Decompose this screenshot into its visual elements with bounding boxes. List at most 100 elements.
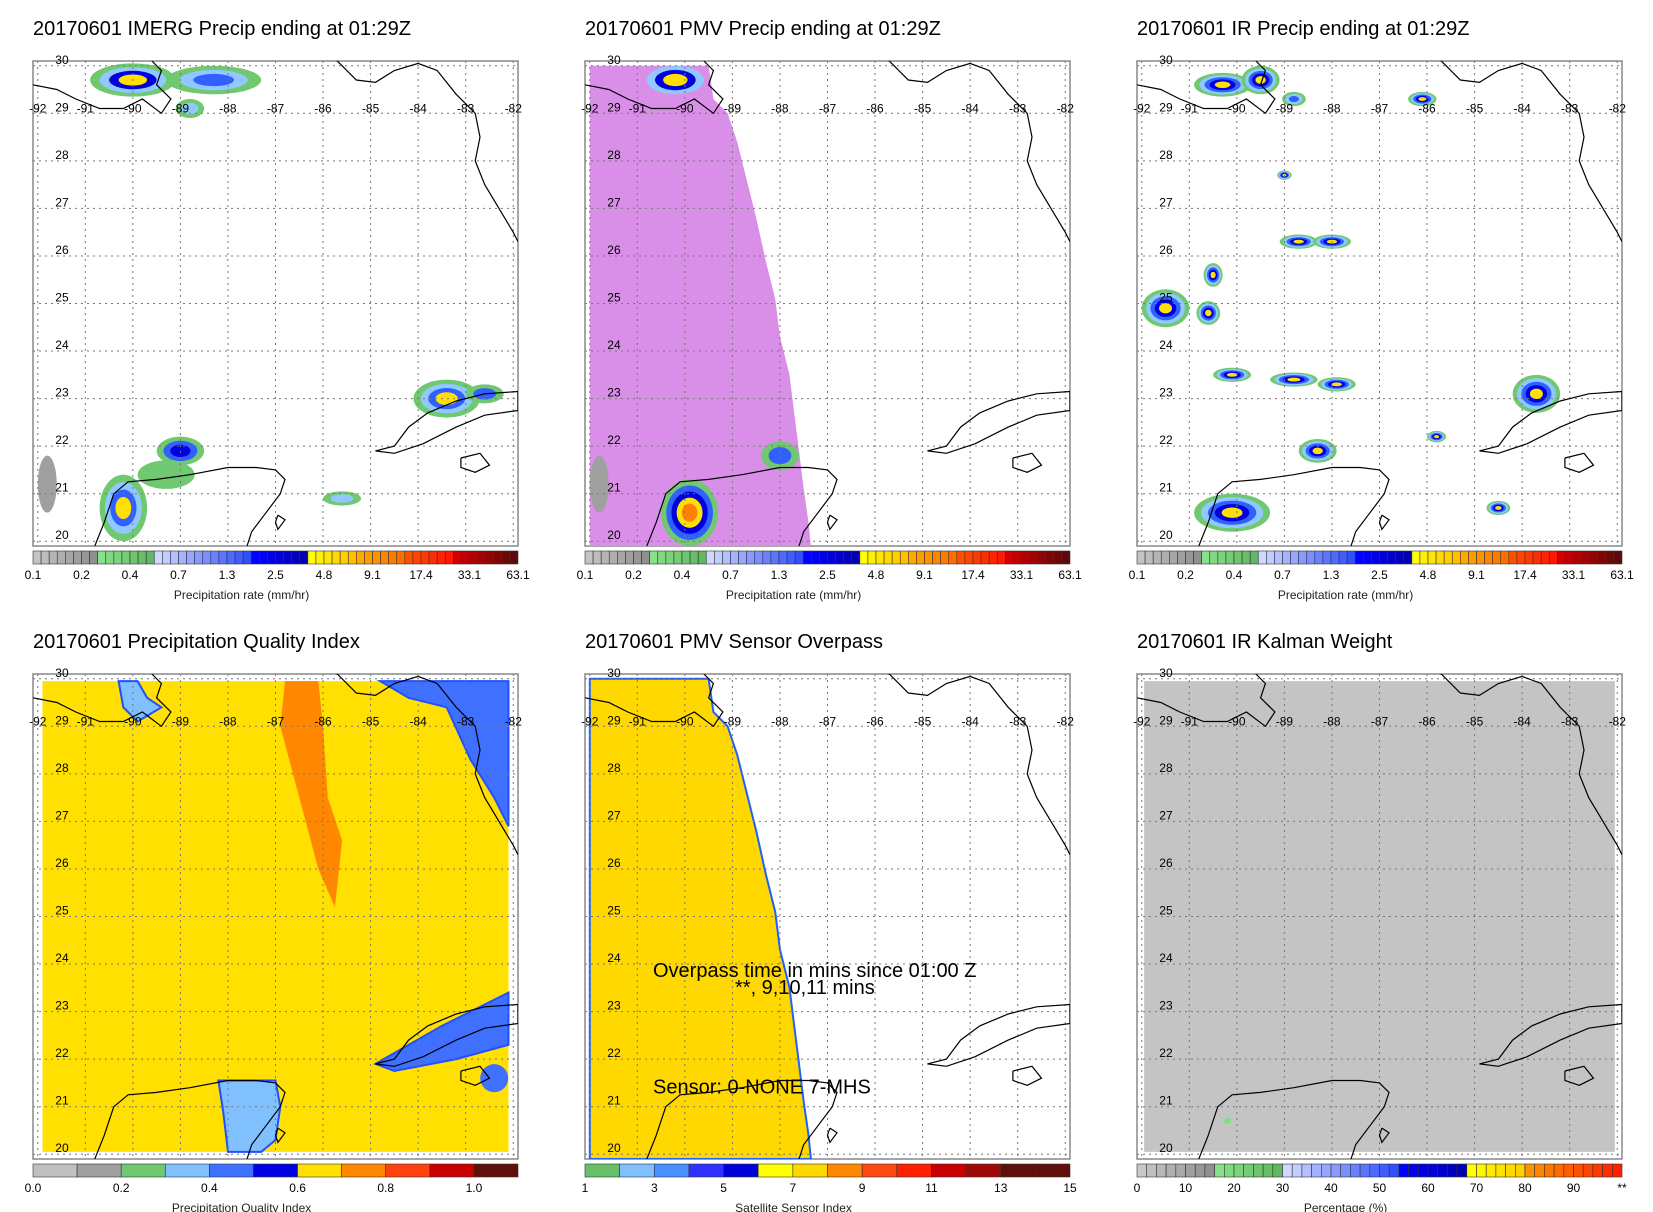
map-panel-4: 20170601 Precipitation Quality Index -92 -… (25, 631, 523, 1212)
precip-cell (589, 455, 609, 513)
lon-tick-label: -82 (505, 102, 523, 116)
colorbar-tick-label: 10 (1179, 1181, 1193, 1195)
colorbar-box (1045, 550, 1055, 565)
colorbar-box (202, 550, 212, 565)
colorbar-box (738, 550, 747, 565)
colorbar-box (1338, 550, 1348, 565)
colorbar-box (1516, 550, 1526, 565)
lon-tick-label: -85 (914, 102, 932, 116)
map-frame (32, 60, 519, 547)
colorbar-tick-label: 0.6 (289, 1181, 306, 1195)
colorbar-box (509, 550, 519, 565)
lon-tick-label: -85 (362, 715, 380, 729)
colorbar-tick-label: 5 (720, 1181, 727, 1195)
colorbar-box (283, 550, 292, 565)
coastline (1479, 1003, 1622, 1067)
coastline (94, 1079, 286, 1159)
colorbar-box (1185, 550, 1194, 565)
colorbar-box (129, 550, 139, 565)
lat-tick-label: 24 (55, 338, 69, 352)
colorbar-box (1602, 1163, 1613, 1178)
precip-cell (1205, 309, 1212, 317)
colorbar-box (420, 550, 430, 565)
colorbar-box (388, 550, 398, 565)
lat-tick-label: 24 (607, 338, 621, 352)
colorbar-box (1204, 1163, 1215, 1178)
colorbar-box (1146, 1163, 1157, 1178)
colorbar-box (875, 550, 885, 565)
colorbar-box (896, 1163, 932, 1178)
colorbar-tick-label: 0.4 (1226, 568, 1243, 582)
colorbar-box (980, 550, 990, 565)
colorbar-box (688, 1163, 724, 1178)
colorbar-box (1177, 550, 1186, 565)
lat-tick-label: 28 (55, 148, 69, 162)
colorbar-box (988, 550, 998, 565)
colorbar-tick-label: 33.1 (1562, 568, 1586, 582)
colorbar-box (315, 550, 325, 565)
precip-cell (663, 73, 688, 87)
lon-tick-label: -83 (1561, 715, 1579, 729)
colorbar-box (1330, 550, 1340, 565)
lat-tick-label: 21 (55, 481, 69, 495)
colorbar-tick-label: 17.4 (961, 568, 985, 582)
colorbar-box (331, 550, 341, 565)
colorbar-box (194, 550, 204, 565)
lat-tick-label: 29 (1159, 100, 1173, 114)
colorbar-box (396, 550, 406, 565)
lon-tick-label: -84 (961, 715, 979, 729)
colorbar-tick-label: 9.1 (364, 568, 381, 582)
lon-tick-label: -90 (124, 715, 142, 729)
lon-tick-label: -90 (676, 102, 694, 116)
lat-tick-label: 21 (1159, 1094, 1173, 1108)
lat-tick-label: 30 (607, 666, 621, 680)
colorbar-box (1266, 550, 1275, 565)
colorbar-box (1492, 550, 1502, 565)
colorbar-tick-label: 0.1 (25, 568, 42, 582)
colorbar-box (1217, 550, 1227, 565)
colorbar-box (1548, 550, 1558, 565)
colorbar-box (851, 550, 861, 565)
colorbar-tick-label: 0.7 (1274, 568, 1291, 582)
colorbar: 0 10 20 30 40 50 60 70 80 90 ** Percentage (%) (1134, 1163, 1627, 1212)
colorbar-box (689, 550, 699, 565)
map-fields (33, 674, 518, 1159)
precip-cell (1495, 506, 1502, 510)
lat-tick-label: 20 (55, 528, 69, 542)
lat-tick-label: 29 (55, 100, 69, 114)
colorbar-box (681, 550, 691, 565)
colorbar-tick-label: 2.5 (819, 568, 836, 582)
overpass-area (588, 677, 812, 1159)
colorbar-box (1175, 1163, 1186, 1178)
lon-tick-label: -91 (1181, 715, 1199, 729)
lat-tick-label: 22 (607, 433, 621, 447)
colorbar-box (1379, 550, 1388, 565)
colorbar-box (226, 550, 236, 565)
lon-tick-label: -87 (267, 102, 285, 116)
lat-tick-label: 25 (1159, 291, 1173, 305)
colorbar-tick-label: 4.8 (868, 568, 885, 582)
colorbar-box (859, 550, 869, 565)
colorbar-box (1460, 550, 1469, 565)
coastline (826, 514, 838, 531)
lon-tick-label: -88 (219, 715, 237, 729)
colorbar-box (1419, 550, 1429, 565)
coastline (274, 1127, 286, 1144)
precip-cell (1214, 81, 1231, 89)
coastline (1564, 1065, 1595, 1086)
colorbar-box (1160, 550, 1170, 565)
lon-tick-label: -89 (172, 715, 190, 729)
colorbar-box (137, 550, 147, 565)
colorbar-tick-label: 1.3 (1323, 568, 1340, 582)
colorbar-box (617, 550, 626, 565)
colorbar-box (899, 550, 909, 565)
lat-tick-label: 27 (55, 195, 69, 209)
lon-tick-label: -82 (1609, 715, 1627, 729)
coastline (646, 466, 838, 546)
map-fields (1137, 61, 1622, 546)
colorbar-tick-label: 0.1 (1129, 568, 1146, 582)
colorbar-box (250, 550, 260, 565)
colorbar-tick-label: 60 (1421, 1181, 1435, 1195)
colorbar-tick-label: 0.2 (73, 568, 90, 582)
